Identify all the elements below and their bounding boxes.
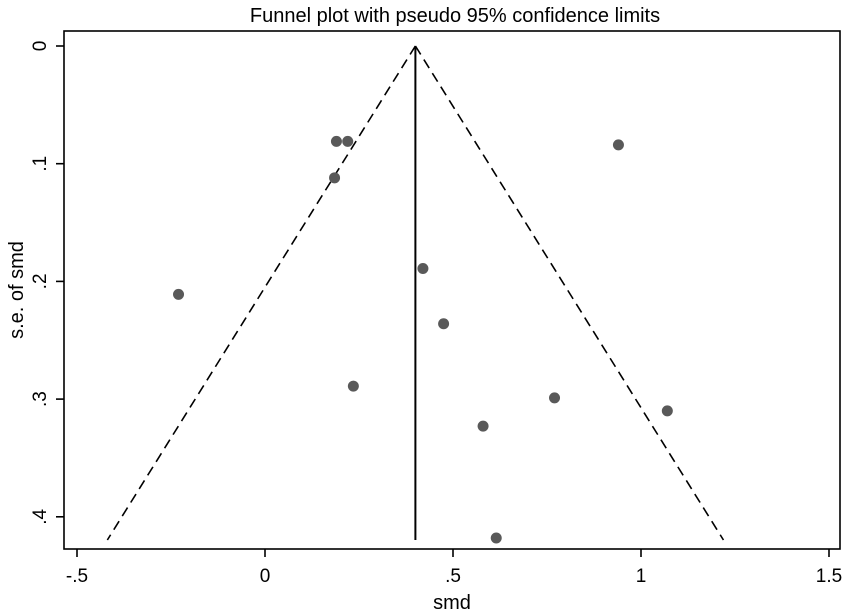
x-tick-label: 1.5 (816, 566, 842, 587)
data-point (549, 392, 561, 404)
data-point (329, 172, 341, 184)
data-point (347, 380, 359, 392)
data-points (173, 135, 673, 544)
data-point (417, 262, 429, 274)
confidence-limit-right (414, 45, 725, 541)
y-tick-label: .4 (30, 508, 51, 524)
x-tick-label: .5 (445, 566, 461, 587)
x-axis-title: smd (433, 592, 471, 614)
x-axis-ticks: -.5 0 .5 1 1.5 (66, 549, 842, 587)
data-point (173, 288, 185, 300)
x-tick-label: -.5 (66, 566, 88, 587)
y-tick-label: 0 (30, 41, 51, 52)
data-point (490, 532, 502, 544)
y-axis-title: s.e. of smd (6, 241, 28, 339)
chart-title: Funnel plot with pseudo 95% confidence l… (250, 5, 660, 27)
x-tick-label: 0 (260, 566, 271, 587)
plot-frame (63, 30, 841, 550)
data-point (342, 135, 354, 147)
data-point (438, 318, 450, 330)
y-tick-label: .3 (30, 391, 51, 407)
data-point (330, 135, 342, 147)
data-point (477, 420, 489, 432)
confidence-limit-left (106, 45, 417, 541)
data-point (661, 405, 673, 417)
x-tick-label: 1 (636, 566, 647, 587)
data-point (612, 139, 624, 151)
y-axis-ticks: 0 .1 .2 .3 .4 (30, 41, 64, 525)
y-tick-label: .1 (30, 156, 51, 172)
y-tick-label: .2 (30, 273, 51, 289)
